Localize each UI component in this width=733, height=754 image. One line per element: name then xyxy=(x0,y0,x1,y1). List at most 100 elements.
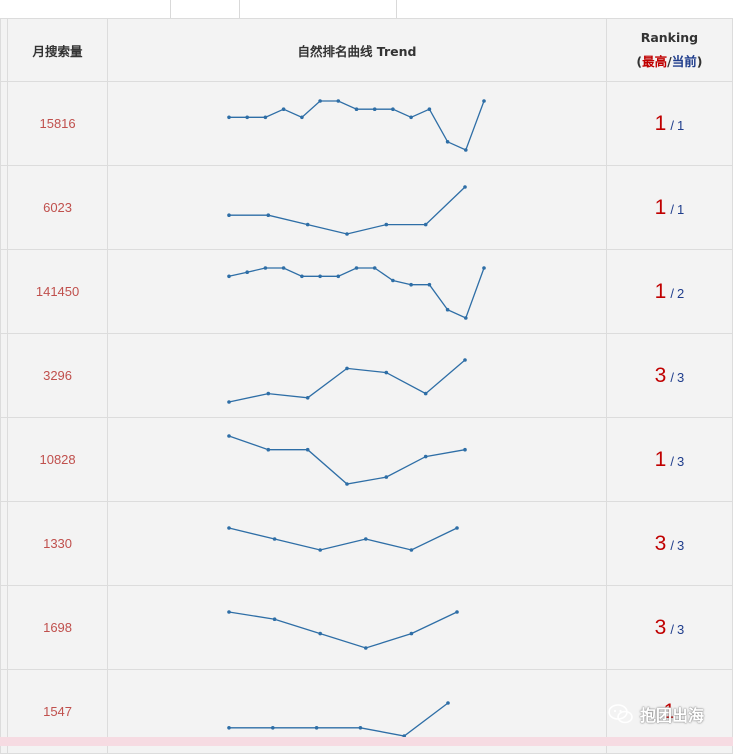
trend-point xyxy=(266,391,271,395)
trend-point xyxy=(446,700,450,705)
table-row: 1698 3/3 xyxy=(0,585,733,670)
top-cell xyxy=(240,0,397,18)
trend-point xyxy=(445,307,450,311)
trend-point xyxy=(409,631,414,635)
trend-line xyxy=(228,434,466,485)
header-edge-cell xyxy=(0,18,8,82)
ranking-cell: 1/1 xyxy=(605,81,733,166)
trend-point xyxy=(263,115,268,119)
trend-point xyxy=(463,147,468,152)
current-rank: 3 xyxy=(676,453,685,469)
trend-point xyxy=(305,395,310,400)
trend-sparkline xyxy=(227,525,459,552)
table-row: 141450 1/2 xyxy=(0,249,733,334)
wechat-icon xyxy=(608,704,633,724)
table-row: 3296 3/3 xyxy=(0,333,733,418)
trend-point xyxy=(391,278,395,282)
trend-point xyxy=(227,399,231,404)
best-rank: 1 xyxy=(654,111,667,135)
trend-line xyxy=(228,701,449,737)
best-rank: 1 xyxy=(654,279,667,303)
top-cell xyxy=(171,0,240,18)
trend-point xyxy=(245,115,249,119)
header-ranking[interactable]: Ranking (最高/当前) xyxy=(605,18,733,82)
rank-separator: / xyxy=(670,537,674,553)
trend-point xyxy=(354,265,359,270)
current-rank: 3 xyxy=(676,537,685,553)
ranking-cell: 3/3 xyxy=(605,585,733,670)
trend-point xyxy=(482,265,486,270)
trend-point xyxy=(384,474,389,479)
best-rank: 3 xyxy=(654,615,667,639)
best-rank: 3 xyxy=(654,363,667,387)
row-edge-cell xyxy=(0,333,8,418)
trend-cell xyxy=(107,585,607,670)
ranking-cell: 1/1 xyxy=(605,165,733,250)
monthly-volume-cell: 3296 xyxy=(6,333,109,418)
trend-point xyxy=(272,536,277,541)
trend-line xyxy=(228,359,466,403)
trend-sparkline xyxy=(227,184,467,236)
trend-point xyxy=(272,616,277,621)
ranking-cell: 3/3 xyxy=(605,501,733,586)
trend-line xyxy=(228,186,466,235)
trend-line xyxy=(228,610,458,649)
rank-separator: / xyxy=(670,285,674,301)
trend-point xyxy=(345,481,349,486)
trend-point xyxy=(463,315,468,320)
row-edge-cell xyxy=(0,585,8,670)
trend-sparkline xyxy=(227,357,467,404)
trend-point xyxy=(423,454,428,458)
trend-point xyxy=(372,265,377,270)
row-edge-cell xyxy=(0,417,8,502)
top-cell xyxy=(0,0,171,18)
header-ranking-sub: (最高/当前) xyxy=(636,54,703,69)
trend-sparkline xyxy=(227,433,467,486)
monthly-volume-cell: 1330 xyxy=(6,501,109,586)
trend-point xyxy=(227,609,231,614)
rank-separator: / xyxy=(670,201,674,217)
trend-point xyxy=(318,547,322,552)
trend-cell xyxy=(107,501,607,586)
trend-point xyxy=(409,115,413,119)
ranking-cell: 1/3 xyxy=(605,417,733,502)
table-row: 15816 1/1 xyxy=(0,81,733,166)
trend-point xyxy=(281,106,286,111)
trend-point xyxy=(427,282,432,286)
monthly-volume-cell: 10828 xyxy=(6,417,109,502)
best-rank: 1 xyxy=(663,699,676,723)
trend-point xyxy=(336,274,341,278)
trend-point xyxy=(402,733,406,738)
best-rank: 1 xyxy=(654,195,667,219)
trend-point xyxy=(482,98,486,103)
trend-point xyxy=(345,366,349,370)
trend-point xyxy=(227,115,231,119)
trend-point xyxy=(227,274,231,278)
trend-point xyxy=(300,274,304,278)
row-edge-cell xyxy=(0,165,8,250)
trend-point xyxy=(245,269,249,274)
rank-separator: / xyxy=(670,453,674,469)
header-ranking-title: Ranking xyxy=(640,30,699,45)
current-rank: 3 xyxy=(676,369,685,385)
watermark-text: 抱团出海 xyxy=(640,706,705,725)
trend-point xyxy=(423,391,428,395)
trend-point xyxy=(391,106,395,111)
table-row: 1330 3/3 xyxy=(0,501,733,586)
rank-separator: / xyxy=(670,117,674,133)
header-monthly-volume[interactable]: 月搜索量 xyxy=(6,18,109,82)
best-rank: 3 xyxy=(654,531,667,555)
watermark: 抱团出海 xyxy=(608,700,704,728)
trend-point xyxy=(336,98,341,103)
trend-line xyxy=(228,526,458,551)
trend-point xyxy=(445,139,450,144)
trend-point xyxy=(314,725,319,730)
table-header-row: 月搜索量 自然排名曲线 Trend Ranking (最高/当前) xyxy=(0,18,733,82)
monthly-volume-cell: 6023 xyxy=(6,165,109,250)
trend-cell xyxy=(107,81,607,166)
row-edge-cell xyxy=(0,249,8,334)
ranking-cell: 3/3 xyxy=(605,333,733,418)
trend-point xyxy=(266,212,271,217)
trend-point xyxy=(372,106,377,111)
best-rank: 1 xyxy=(654,447,667,471)
